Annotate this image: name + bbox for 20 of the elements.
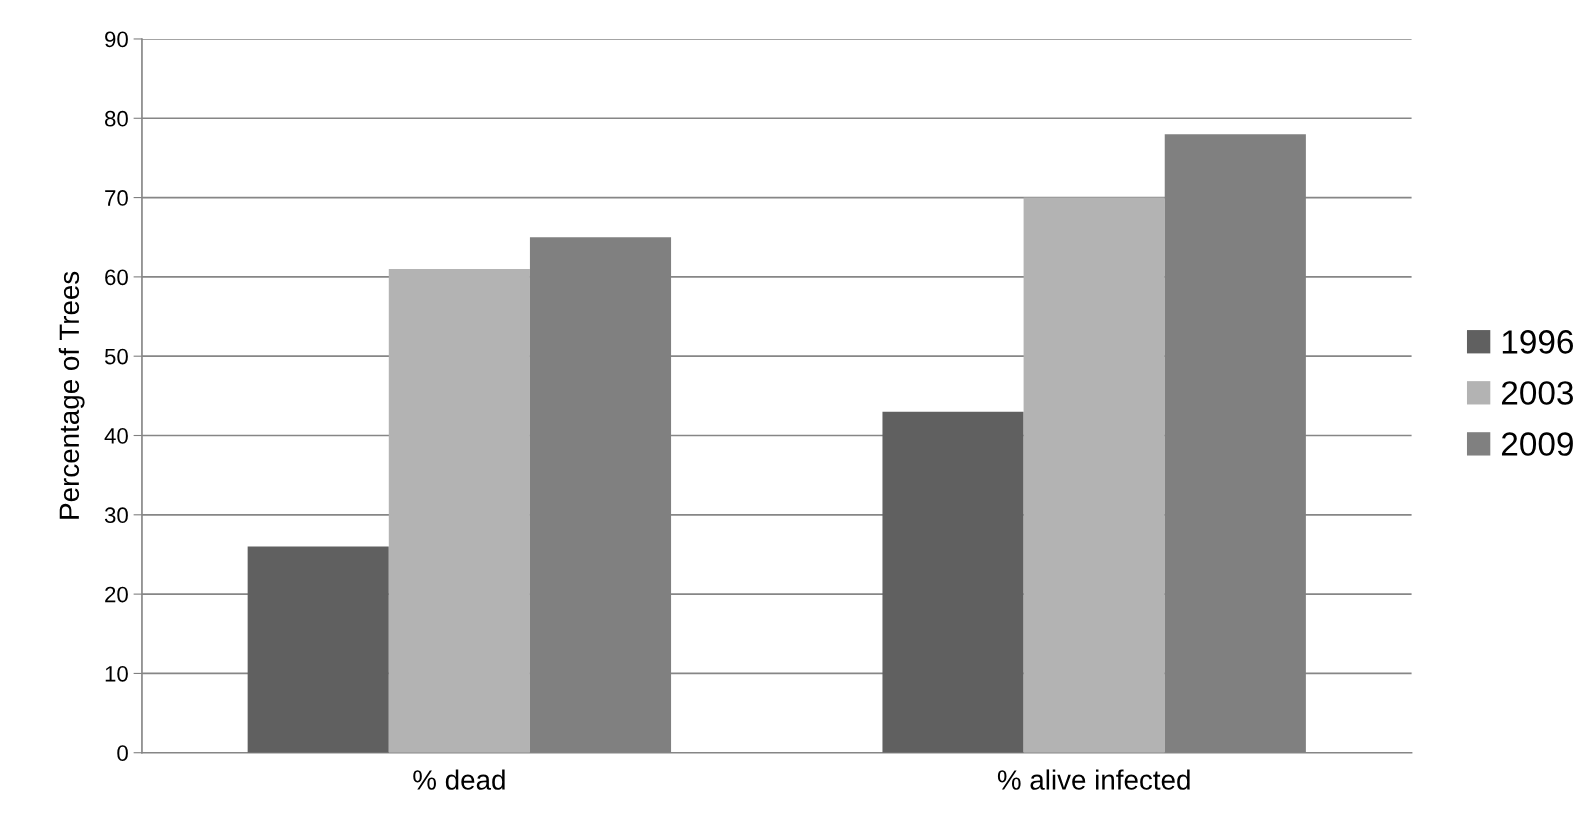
x-tick-label: % alive infected <box>997 769 1190 790</box>
y-axis-title: Percentage of Trees <box>58 271 85 519</box>
x-tick-label: % dead <box>413 769 505 790</box>
legend-label: 1996 <box>1502 330 1573 354</box>
bar <box>1023 197 1165 753</box>
y-tick-label: 80 <box>105 110 128 127</box>
bar <box>882 411 1024 753</box>
y-tick-label: 30 <box>104 507 128 524</box>
y-tick-label: 70 <box>105 190 128 206</box>
y-tick-label: 90 <box>105 31 128 48</box>
bar <box>247 546 389 753</box>
y-tick-label: 60 <box>105 269 128 286</box>
bar <box>388 268 530 753</box>
y-tick-label: 50 <box>104 348 128 365</box>
legend-label: 2003 <box>1501 381 1573 405</box>
y-tick-label: 40 <box>104 428 128 444</box>
y-tick-label: 20 <box>105 586 128 603</box>
legend-label: 2009 <box>1501 432 1573 456</box>
y-tick-label: 0 <box>117 745 128 761</box>
y-tick-label: 10 <box>105 665 128 682</box>
